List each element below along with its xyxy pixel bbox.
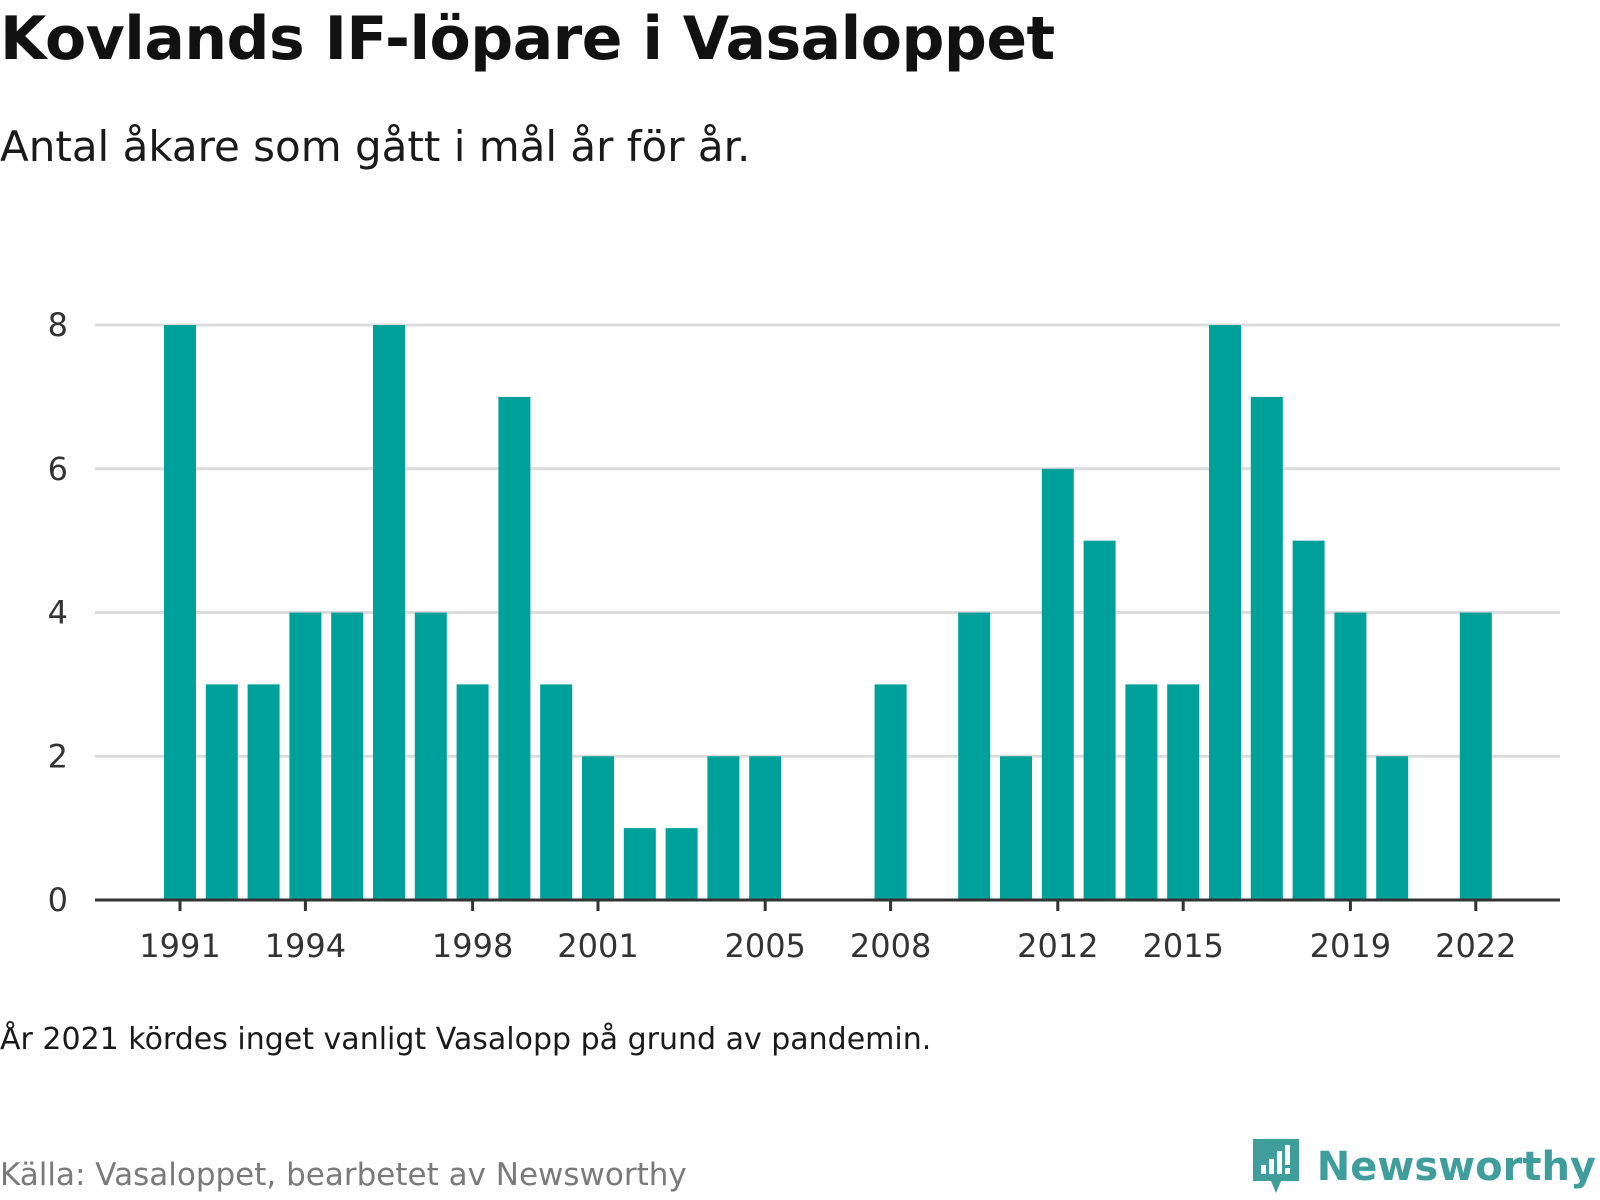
bar-2020 bbox=[1376, 756, 1409, 900]
bar-1991 bbox=[164, 325, 196, 900]
bar-2018 bbox=[1292, 540, 1325, 900]
chart-title: Kovlands IF-löpare i Vasaloppet bbox=[0, 4, 1055, 74]
bar-1995 bbox=[331, 612, 364, 900]
bar-chart: 0 2 4 6 8 1991 1994 1998 2001 2005 2008 2012 2015 20… bbox=[48, 306, 1560, 965]
bar-1994 bbox=[289, 612, 322, 900]
y-tick-label: 8 bbox=[48, 306, 68, 344]
bar-2010 bbox=[958, 612, 991, 900]
x-axis-labels: 1991 1994 1998 2001 2005 2008 2012 2015 2019 2022 bbox=[139, 927, 1516, 965]
bar-2005 bbox=[749, 756, 782, 900]
newsworthy-logo-icon bbox=[1252, 1139, 1299, 1193]
x-axis-ticks bbox=[178, 900, 1478, 911]
x-tick-label: 1991 bbox=[139, 927, 220, 965]
bar-2012 bbox=[1041, 468, 1074, 900]
bar-2013 bbox=[1083, 540, 1116, 900]
x-tick-label: 2005 bbox=[724, 927, 805, 965]
bar-1996 bbox=[373, 325, 405, 900]
footnote: År 2021 kördes inget vanligt Vasalopp på… bbox=[0, 1022, 932, 1057]
x-tick-label: 2001 bbox=[557, 927, 638, 965]
bars bbox=[164, 325, 1492, 900]
x-tick-label: 2008 bbox=[850, 927, 931, 965]
brand-name: Newsworthy bbox=[1316, 1144, 1596, 1190]
bar-1998 bbox=[456, 684, 489, 900]
bar-2017 bbox=[1250, 396, 1283, 900]
brand: Newsworthy bbox=[1251, 1137, 1596, 1197]
bar-1992 bbox=[205, 684, 238, 900]
y-tick-label: 6 bbox=[48, 450, 68, 488]
source-credit: Källa: Vasaloppet, bearbetet av Newswort… bbox=[0, 1157, 687, 1193]
chart-subtitle: Antal åkare som gått i mål år för år. bbox=[0, 122, 751, 171]
bar-1993 bbox=[247, 684, 280, 900]
x-tick-label: 1998 bbox=[432, 927, 513, 965]
bar-1999 bbox=[498, 396, 531, 900]
bar-2002 bbox=[623, 828, 656, 900]
bar-2011 bbox=[1000, 756, 1032, 900]
y-axis-labels: 0 2 4 6 8 bbox=[48, 306, 68, 919]
bar-2015 bbox=[1167, 684, 1200, 900]
bar-2022 bbox=[1459, 612, 1492, 900]
x-tick-label: 2012 bbox=[1017, 927, 1098, 965]
bar-2004 bbox=[707, 756, 740, 900]
bar-2016 bbox=[1209, 325, 1241, 900]
y-tick-label: 2 bbox=[48, 737, 68, 775]
bar-1997 bbox=[414, 612, 447, 900]
y-tick-label: 4 bbox=[48, 594, 68, 632]
bar-2014 bbox=[1125, 684, 1158, 900]
y-tick-label: 0 bbox=[48, 881, 68, 919]
x-tick-label: 2015 bbox=[1142, 927, 1223, 965]
bar-2003 bbox=[665, 828, 698, 900]
x-tick-label: 1994 bbox=[265, 927, 346, 965]
bar-2019 bbox=[1334, 612, 1367, 900]
bar-2008 bbox=[874, 684, 907, 900]
bar-2001 bbox=[582, 756, 614, 900]
x-tick-label: 2022 bbox=[1435, 927, 1516, 965]
bar-2000 bbox=[540, 684, 573, 900]
x-tick-label: 2019 bbox=[1310, 927, 1391, 965]
